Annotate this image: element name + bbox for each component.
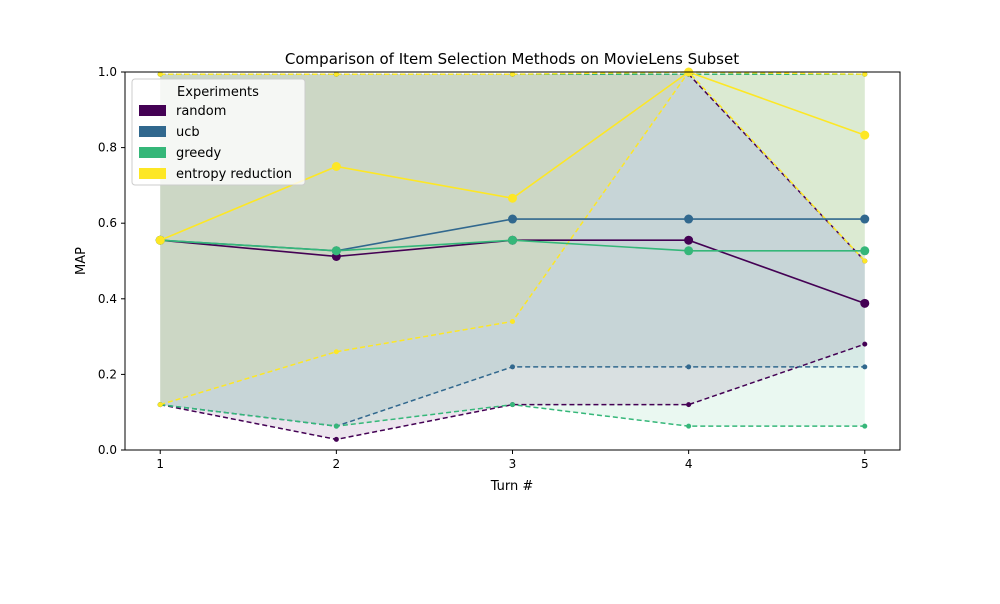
entropy-reduction-lower-point [862,258,868,264]
legend-label-greedy: greedy [176,146,222,161]
legend-label-entropy-reduction: entropy reduction [176,167,292,182]
greedy-mean-point [684,246,694,256]
x-axis-ticks: 1 2 3 4 5 [156,450,869,471]
greedy-mean-point [508,235,517,245]
legend-title: Experiments [177,85,259,100]
ucb-lower-point [686,364,692,370]
legend-label-ucb: ucb [176,125,200,140]
ucb-lower-point [510,364,515,370]
legend-swatch-entropy-reduction [139,168,166,179]
greedy-lower-point [862,423,868,429]
entropy-reduction-lower-point [510,318,515,324]
greedy-lower-point [686,423,692,429]
entropy-reduction-upper-point [862,71,868,77]
ucb-mean-point [508,214,517,224]
y-tick-label: 0.8 [98,141,117,155]
entropy-reduction-mean-point [508,193,517,203]
entropy-reduction-upper-point [333,71,339,77]
legend-swatch-random [139,105,166,116]
entropy-reduction-lower-point [157,402,163,408]
ucb-mean-point [684,214,694,224]
entropy-reduction-upper-point [157,71,163,77]
y-axis-label: MAP [74,247,89,275]
x-tick-label: 5 [861,457,869,471]
x-tick-label: 4 [685,457,693,471]
random-lower-point [686,402,692,408]
legend-swatch-ucb [139,126,166,137]
entropy-reduction-mean-point [331,162,341,171]
legend-box [131,78,306,186]
y-tick-label: 0.4 [98,292,117,306]
x-axis-label: Turn # [490,479,534,494]
ucb-mean-point [860,214,870,224]
entropy-reduction-mean-point [155,235,165,245]
x-tick-label: 2 [333,457,341,471]
entropy-reduction-lower-point [333,349,339,355]
y-tick-label: 0.6 [98,216,117,230]
ucb-lower-point [862,364,868,370]
x-tick-label: 3 [509,457,517,471]
mean-lines [155,67,870,308]
legend: Experiments random ucb greedy entropy reduc… [131,78,306,186]
entropy-reduction-upper-point [510,71,515,77]
legend-swatch-greedy [139,147,166,158]
greedy-lower-point [333,423,339,429]
random-mean-point [860,298,870,308]
legend-label-random: random [176,104,226,119]
random-lower-point [333,436,339,442]
x-tick-label: 1 [156,457,164,471]
y-tick-label: 1.0 [98,65,117,79]
random-mean-point [684,235,694,245]
entropy-reduction-mean-point [860,130,870,140]
random-lower-point [862,341,868,347]
greedy-lower-point [510,402,515,408]
greedy-mean-point [331,246,341,256]
y-axis-ticks: 0.0 0.2 0.4 0.6 0.8 1.0 [98,65,125,457]
greedy-mean-point [860,246,870,256]
y-tick-label: 0.2 [98,367,117,381]
y-tick-label: 0.0 [98,443,117,457]
chart-title: Comparison of Item Selection Methods on … [285,50,739,68]
